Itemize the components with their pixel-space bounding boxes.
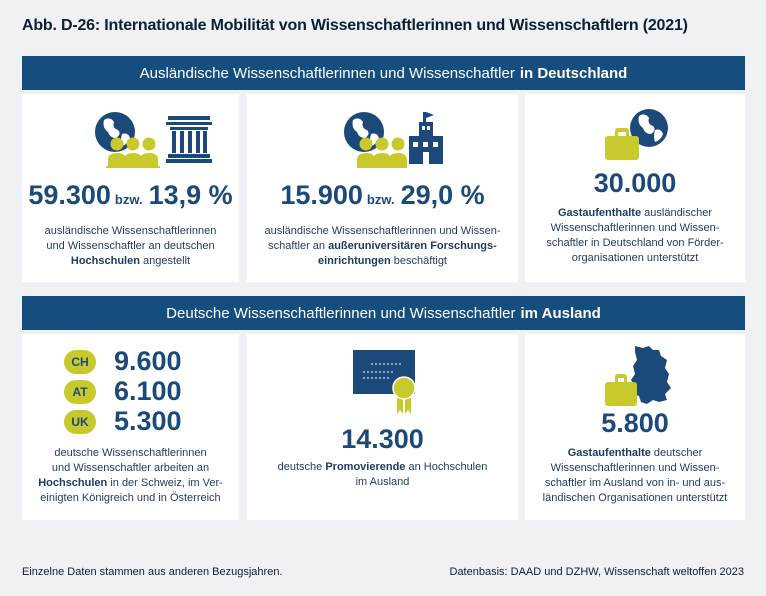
value-count: 59.300 <box>28 180 111 210</box>
people-icon <box>106 137 160 168</box>
country-row-uk: UK 5.300 <box>64 406 182 437</box>
desc-line: und Wissenschaftler arbeiten an <box>51 462 210 474</box>
country-badge: UK <box>64 409 96 434</box>
desc-bold: einrichtungen <box>318 255 391 267</box>
country-value: 9.600 <box>114 346 182 376</box>
desc-line: organisationen unterstützt <box>571 252 699 264</box>
desc-line: einigten Königreich und in Österreich <box>40 492 221 504</box>
desc-line: schaftler im Ausland von in- und aus- <box>544 477 726 489</box>
country-badge: AT <box>64 379 96 404</box>
value-count: 14.300 <box>341 424 424 454</box>
value-count: 5.800 <box>601 408 669 438</box>
country-row-ch: CH 9.600 <box>64 346 182 377</box>
figure-title: Abb. D-26: Internationale Mobilität von … <box>22 17 688 34</box>
desc-line: deutsche Promovierende an Hochschulen <box>253 460 512 475</box>
card-description: ausländische Wissenschaftlerinnen und Wi… <box>28 224 233 269</box>
desc-text: deutscher <box>650 447 703 459</box>
briefcase-icon <box>605 374 637 406</box>
desc-line: Gastaufenthalte ausländischer <box>531 206 739 221</box>
country-badge: CH <box>64 349 96 374</box>
desc-text: an Hochschulen <box>405 461 488 473</box>
desc-line: Wissenschaftlerinnen und Wissen- <box>550 222 720 234</box>
card-description: Gastaufenthalte ausländischer Wissenscha… <box>531 206 739 266</box>
value-count: 15.900 <box>280 180 363 210</box>
desc-line: ausländische Wissenschaftlerinnen und Wi… <box>264 225 501 237</box>
desc-bold: Gastaufenthalte <box>557 207 642 219</box>
card-description: deutsche Wissenschaftlerinnen und Wissen… <box>28 446 233 506</box>
value-connector: bzw. <box>366 192 395 207</box>
country-value: 6.100 <box>114 376 182 406</box>
desc-text: ausländischer <box>641 207 713 219</box>
card-guest-stays-germany: 30.000 Gastaufenthalte ausländischer Wis… <box>525 94 745 282</box>
desc-line: ländischen Organisationen unterstützt <box>542 492 728 504</box>
footer-note: Einzelne Daten stammen aus anderen Bezug… <box>22 566 283 578</box>
card-doctoral-students-abroad: 14.300 deutsche Promovierende an Hochsch… <box>247 334 518 520</box>
section-header-label: Ausländische Wissenschaftlerinnen und Wi… <box>139 64 515 82</box>
desc-text: schaftler an <box>268 240 329 252</box>
section-header-label-bold: im Ausland <box>520 304 601 322</box>
value-row: 15.900 bzw. 29,0 % <box>247 180 518 211</box>
desc-bold: außeruniversitären Forschungs- <box>328 240 497 252</box>
desc-bold: Gastaufenthalte <box>567 447 651 459</box>
card-description: Gastaufenthalte deutscher Wissenschaftle… <box>531 446 739 506</box>
globe-icon <box>630 109 668 147</box>
briefcase-icon <box>605 128 639 160</box>
certificate-icon <box>353 350 416 414</box>
desc-line: schaftler in Deutschland von Förder- <box>546 237 724 249</box>
desc-line: im Ausland <box>355 476 410 488</box>
desc-line: einrichtungen beschäftigt <box>253 254 512 269</box>
desc-line: und Wissenschaftler an deutschen <box>46 240 215 252</box>
section-header-label: Deutsche Wissenschaftlerinnen und Wissen… <box>166 304 516 322</box>
desc-line: schaftler an außeruniversitären Forschun… <box>253 239 512 254</box>
card-description: deutsche Promovierende an Hochschulen im… <box>253 460 512 490</box>
value-row: 59.300 bzw. 13,9 % <box>22 180 239 211</box>
desc-bold: Hochschulen <box>38 477 108 489</box>
card-foreign-scientists-research: 15.900 bzw. 29,0 % ausländische Wissenscha… <box>247 94 518 282</box>
card-guest-stays-abroad: 5.800 Gastaufenthalte deutscher Wissensc… <box>525 334 745 520</box>
briefcase-germany-icon <box>605 346 671 406</box>
desc-line: ausländische Wissenschaftlerinnen <box>44 225 217 237</box>
globe-people-research-icon <box>344 112 443 168</box>
card-german-scientists-countries: CH 9.600 AT 6.100 UK 5.300 deutsche Wiss… <box>22 334 239 520</box>
desc-line: deutsche Wissenschaftlerinnen <box>54 447 207 459</box>
desc-line: Hochschulen angestellt <box>28 254 233 269</box>
footer-source: Datenbasis: DAAD und DZHW, Wissenschaft … <box>449 566 745 578</box>
card-description: ausländische Wissenschaftlerinnen und Wi… <box>253 224 512 269</box>
globe-people-university-icon <box>95 112 212 168</box>
desc-text: in der Schweiz, im Ver- <box>107 477 223 489</box>
section-header-label-bold: in Deutschland <box>519 64 628 82</box>
section-header-abroad: Deutsche Wissenschaftlerinnen und Wissen… <box>22 296 745 330</box>
country-row-at: AT 6.100 <box>64 376 182 407</box>
value-connector: bzw. <box>114 192 143 207</box>
desc-bold: Hochschulen <box>70 255 140 267</box>
research-building-icon <box>409 112 443 164</box>
desc-text: deutsche <box>277 461 326 473</box>
value-percent: 13,9 % <box>148 180 233 210</box>
desc-bold: Promovierende <box>325 461 406 473</box>
germany-map-icon <box>631 346 671 404</box>
desc-text: beschäftigt <box>390 255 447 267</box>
desc-line: Gastaufenthalte deutscher <box>531 446 739 461</box>
desc-line: Hochschulen in der Schweiz, im Ver- <box>28 476 233 491</box>
university-building-icon <box>166 116 212 163</box>
country-value: 5.300 <box>114 406 182 436</box>
globe-icon <box>95 112 135 152</box>
section-header-in-germany: Ausländische Wissenschaftlerinnen und Wi… <box>22 56 745 90</box>
desc-text: angestellt <box>139 255 191 267</box>
value-count: 30.000 <box>593 168 677 198</box>
value-percent: 29,0 % <box>400 180 485 210</box>
people-icon <box>357 137 407 168</box>
card-foreign-scientists-universities: 59.300 bzw. 13,9 % ausländische Wissenscha… <box>22 94 239 282</box>
briefcase-globe-icon <box>605 109 668 160</box>
desc-line: Wissenschaftlerinnen und Wissen- <box>550 462 720 474</box>
